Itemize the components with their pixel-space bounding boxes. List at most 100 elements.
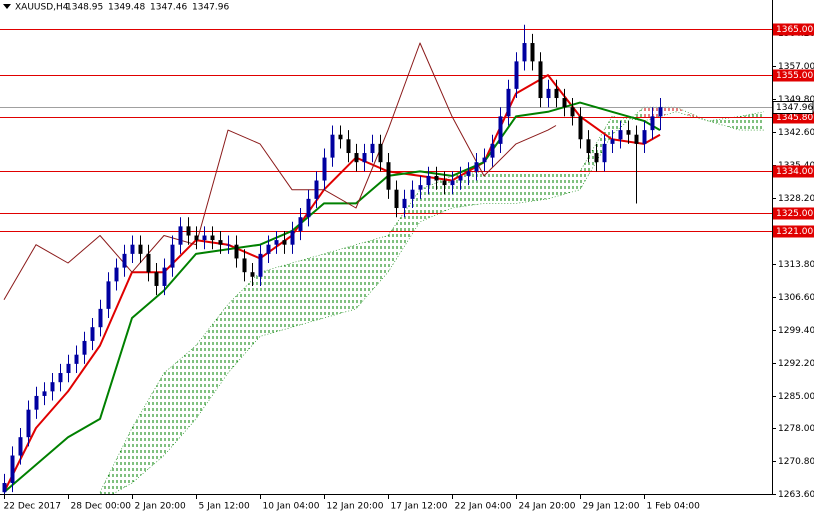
candle-body	[659, 107, 663, 116]
candle-body	[227, 245, 231, 246]
candle-body	[443, 181, 447, 186]
cloud-segment	[260, 263, 292, 336]
cloud-segment	[196, 304, 228, 419]
candle-body	[355, 153, 359, 162]
candle-body	[459, 176, 463, 181]
header-symbol: XAUUSD,H4	[15, 3, 69, 13]
candle-body	[155, 272, 159, 286]
x-tick-label: 12 Jan 20:00	[327, 502, 384, 512]
candle-body	[379, 144, 383, 162]
candle-body	[347, 139, 351, 153]
candle-body	[571, 107, 575, 116]
cloud-segment	[708, 116, 740, 130]
candle-body	[603, 144, 607, 162]
candle-body	[283, 240, 287, 245]
candle-body	[11, 456, 15, 483]
candle-body	[131, 245, 135, 254]
menu-triangle	[3, 4, 11, 9]
x-tick-label: 22 Dec 2017	[4, 502, 62, 512]
candle-body	[139, 245, 143, 254]
candle-body	[219, 240, 223, 245]
cloud-edge	[100, 112, 764, 492]
candle-body	[275, 240, 279, 245]
candle-body	[427, 176, 431, 185]
candle-body	[475, 162, 479, 171]
x-tick-label: 10 Jan 04:00	[263, 502, 320, 512]
candle-body	[411, 190, 415, 199]
candle-body	[291, 231, 295, 245]
header-value: 1347.96	[192, 3, 229, 13]
candle-body	[387, 162, 391, 189]
candle-body	[115, 268, 119, 282]
candle-body	[123, 254, 127, 268]
candle-body	[539, 61, 543, 98]
x-tick-label: 5 Jan 12:00	[199, 502, 251, 512]
y-tick-label: 1263.60	[778, 490, 814, 500]
candle-body	[507, 89, 511, 116]
level-layer	[0, 30, 772, 232]
cloud-segment	[228, 272, 260, 373]
candle-body	[371, 144, 375, 153]
candle-body	[251, 272, 255, 277]
cloud-segment	[100, 428, 132, 501]
candle-body	[3, 483, 7, 492]
candle-body	[19, 437, 23, 455]
candle-body	[315, 181, 319, 199]
header-value: 1347.46	[150, 3, 187, 13]
cloud-segment	[164, 346, 196, 456]
y-tick-label: 1328.20	[778, 194, 814, 204]
candle-body	[99, 309, 103, 327]
level-label: 1321.00	[776, 227, 813, 237]
candle-body	[523, 43, 527, 61]
candle-body	[243, 258, 247, 272]
x-tick-label: 1 Feb 04:00	[647, 502, 701, 512]
candle-body	[187, 226, 191, 235]
x-tick-label: 22 Jan 04:00	[455, 502, 512, 512]
y-tick-label: 1292.20	[778, 359, 814, 369]
header-value: 1348.95	[66, 3, 103, 13]
x-tick-label: 24 Jan 20:00	[519, 502, 576, 512]
candle-body	[643, 130, 647, 144]
candle-body	[331, 135, 335, 158]
candle-body	[363, 153, 367, 162]
candle-body	[587, 139, 591, 153]
candle-body	[451, 181, 455, 186]
candle-body	[651, 116, 655, 130]
level-label: 1334.00	[776, 167, 813, 177]
candle-body	[259, 254, 263, 277]
candle-body	[531, 43, 535, 61]
candle-body	[619, 130, 623, 139]
y-tick-label: 1270.80	[778, 457, 814, 467]
candle-body	[555, 89, 559, 98]
level-label: 1365.00	[776, 25, 813, 35]
cloud-segment	[356, 236, 388, 309]
level-label: 1345.80	[776, 113, 813, 123]
candle-body	[267, 245, 271, 254]
candle-body	[627, 130, 631, 135]
level-label: 1325.00	[776, 209, 813, 219]
candle-body	[27, 410, 31, 437]
cloud-layer	[100, 107, 764, 501]
cloud-segment	[548, 171, 580, 198]
cloud-segment	[292, 254, 324, 327]
candle-body	[59, 373, 63, 382]
candle-body	[435, 176, 439, 181]
candle-body	[179, 226, 183, 244]
y-tick-label: 1278.00	[778, 424, 814, 434]
candle-body	[203, 236, 207, 241]
cloud-segment	[676, 107, 708, 121]
candle-body	[595, 153, 599, 162]
candle-body	[579, 116, 583, 139]
candle-body	[235, 245, 239, 259]
candle-body	[467, 171, 471, 176]
candle-body	[403, 199, 407, 208]
candle-body	[163, 268, 167, 286]
candle-body	[67, 364, 71, 373]
candle-body	[171, 245, 175, 268]
candle-body	[419, 185, 423, 190]
x-tick-label: 28 Dec 00:00	[71, 502, 132, 512]
candle-body	[611, 139, 615, 144]
candle-body	[515, 61, 519, 88]
